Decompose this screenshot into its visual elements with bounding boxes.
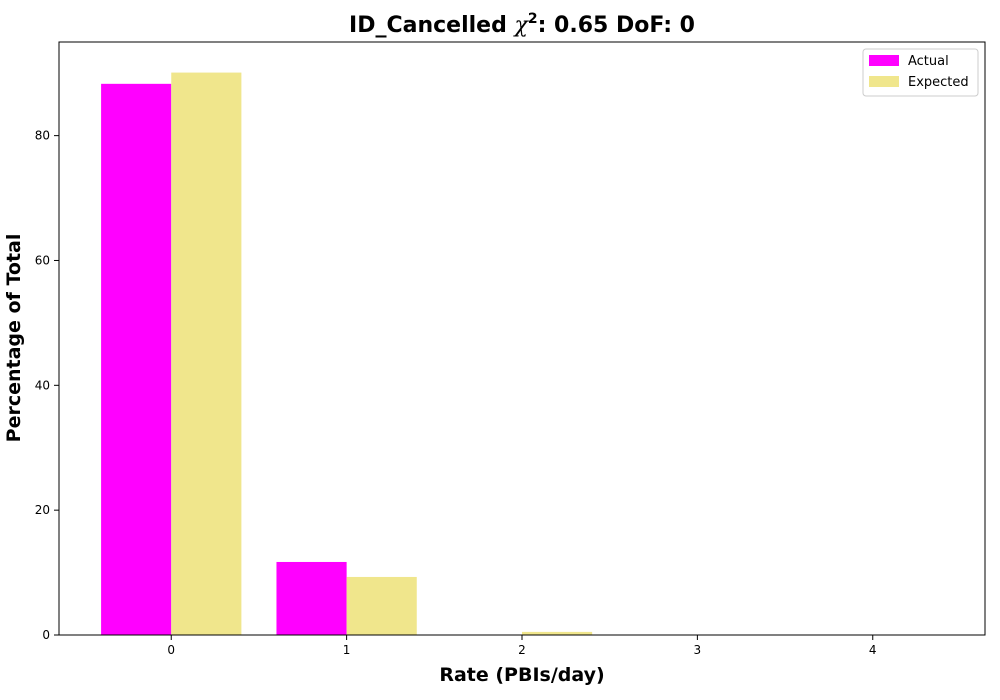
legend-label-expected: Expected <box>908 75 969 90</box>
bar-expected-2 <box>522 631 593 635</box>
bar-actual-0 <box>101 83 172 636</box>
legend-swatch-actual <box>869 55 899 66</box>
y-tick-label: 60 <box>35 253 50 267</box>
plot-frame <box>58 41 986 636</box>
y-tick-label: 40 <box>35 378 50 392</box>
y-tick-label: 0 <box>42 628 50 642</box>
bar-actual-1 <box>276 561 347 635</box>
x-axis-ticks: 0 1 2 3 4 <box>167 635 877 657</box>
y-tick-label: 80 <box>35 129 50 143</box>
x-tick-label: 3 <box>694 643 702 657</box>
legend-swatch-expected <box>869 76 899 87</box>
bars-group <box>101 72 768 636</box>
legend: Actual Expected <box>862 48 979 97</box>
x-tick-label: 4 <box>869 643 877 657</box>
legend-label-actual: Actual <box>908 54 949 69</box>
chart-title: ID_Cancelled χ2: 0.65 DoF: 0 <box>349 11 695 38</box>
y-axis-ticks: 0 20 40 60 80 <box>35 129 59 642</box>
x-tick-label: 0 <box>167 643 175 657</box>
y-axis-title: Percentage of Total <box>3 234 25 443</box>
x-tick-label: 1 <box>343 643 351 657</box>
bar-expected-1 <box>346 576 417 635</box>
x-axis-title: Rate (PBIs/day) <box>439 664 604 686</box>
y-tick-label: 20 <box>35 503 50 517</box>
bar-expected-0 <box>171 72 242 636</box>
x-tick-label: 2 <box>518 643 526 657</box>
